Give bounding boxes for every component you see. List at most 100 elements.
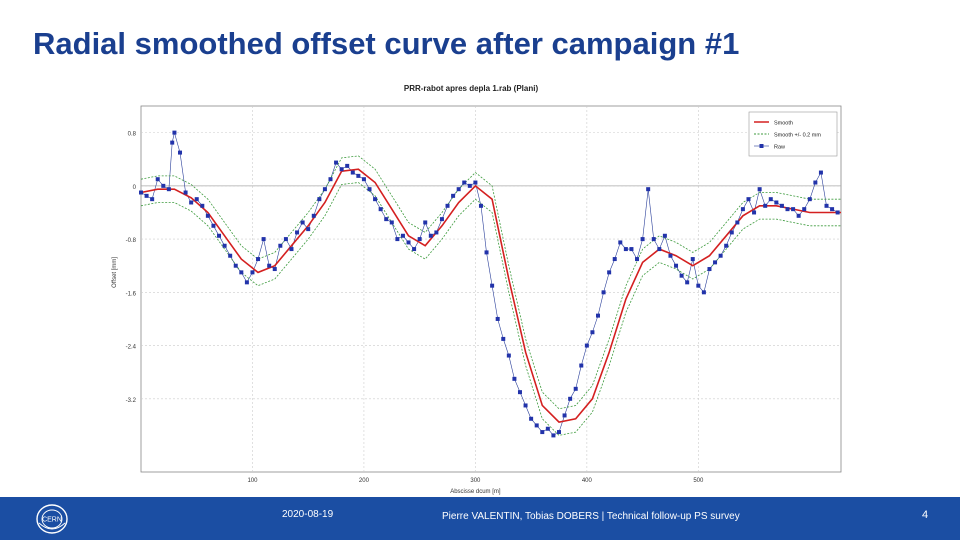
raw-point: [774, 200, 779, 205]
raw-point: [378, 207, 383, 212]
chart-title: PRR-rabot apres depla 1.rab (Plani): [404, 84, 539, 93]
raw-point: [701, 290, 706, 295]
raw-point: [473, 180, 478, 185]
raw-point: [300, 220, 305, 225]
band-upper-line: [140, 155, 841, 410]
raw-point: [584, 343, 589, 348]
raw-point: [707, 267, 712, 272]
raw-point: [735, 220, 740, 225]
raw-point: [434, 230, 439, 235]
raw-point: [334, 160, 339, 165]
raw-point: [439, 217, 444, 222]
raw-point: [763, 203, 768, 208]
raw-point: [568, 396, 573, 401]
raw-point: [662, 233, 667, 238]
raw-point: [350, 170, 355, 175]
raw-point: [529, 416, 534, 421]
x-axis-label: Abscisse dcum [m]: [450, 489, 501, 495]
raw-point: [183, 190, 188, 195]
raw-point: [590, 330, 595, 335]
footer-credits: Pierre VALENTIN, Tobias DOBERS | Technic…: [442, 511, 740, 522]
raw-point: [161, 183, 166, 188]
raw-point: [417, 237, 422, 242]
raw-point: [835, 210, 840, 215]
raw-point: [607, 270, 612, 275]
legend-label: Smooth +/- 0.2 mm: [774, 133, 821, 139]
raw-point: [462, 180, 467, 185]
cern-logo-icon: CERN: [36, 504, 68, 534]
raw-point: [339, 167, 344, 172]
footer-bar: CERN 2020-08-19 Pierre VALENTIN, Tobias …: [0, 497, 960, 540]
raw-point: [155, 177, 160, 182]
raw-point: [729, 230, 734, 235]
raw-point: [651, 237, 656, 242]
raw-point: [283, 237, 288, 242]
raw-point: [189, 200, 194, 205]
raw-point: [629, 247, 634, 252]
x-tick-label: 200: [359, 478, 370, 484]
raw-point: [456, 187, 461, 192]
raw-point: [328, 177, 333, 182]
raw-point: [178, 150, 183, 155]
raw-point: [830, 207, 835, 212]
raw-point: [506, 353, 511, 358]
raw-point: [406, 240, 411, 245]
raw-point: [640, 237, 645, 242]
raw-point: [222, 243, 227, 248]
raw-point: [317, 197, 322, 202]
raw-point: [523, 403, 528, 408]
y-tick-label: -2.4: [126, 345, 137, 351]
raw-point: [244, 280, 249, 285]
raw-point: [211, 223, 216, 228]
raw-point: [562, 413, 567, 418]
raw-point: [239, 270, 244, 275]
raw-point: [579, 363, 584, 368]
raw-point: [200, 203, 205, 208]
raw-point: [428, 233, 433, 238]
raw-point: [233, 263, 238, 268]
raw-point: [267, 263, 272, 268]
raw-point: [445, 203, 450, 208]
raw-point: [495, 316, 500, 321]
legend-swatch-raw: [759, 144, 764, 148]
raw-point: [451, 193, 456, 198]
raw-point: [250, 270, 255, 275]
raw-point: [150, 197, 155, 202]
legend-label: Raw: [774, 145, 785, 151]
raw-point: [356, 173, 361, 178]
raw-point: [813, 180, 818, 185]
x-tick-label: 400: [582, 478, 593, 484]
raw-point: [295, 230, 300, 235]
raw-point: [256, 257, 261, 262]
raw-point: [601, 290, 606, 295]
raw-point: [166, 187, 171, 192]
raw-point: [172, 130, 177, 135]
raw-point: [170, 140, 175, 145]
raw-point: [779, 203, 784, 208]
raw-point: [796, 213, 801, 218]
raw-point: [690, 257, 695, 262]
raw-point: [807, 197, 812, 202]
raw-point: [306, 227, 311, 232]
raw-point: [596, 313, 601, 318]
chart-svg: 0.8 0 -0.8 -1.6 -2.4 -3.2 100 200 300 400 500 PRR-r…: [112, 84, 842, 495]
slide-title: Radial smoothed offset curve after campa…: [33, 26, 740, 61]
raw-point: [818, 170, 823, 175]
raw-point: [484, 250, 489, 255]
raw-point: [573, 386, 578, 391]
raw-point: [373, 197, 378, 202]
raw-point: [668, 253, 673, 258]
y-tick-label: 0.8: [128, 132, 137, 138]
raw-point: [674, 263, 679, 268]
raw-point: [746, 197, 751, 202]
raw-point: [228, 253, 233, 258]
raw-point: [517, 390, 522, 395]
plot-area: [140, 105, 842, 473]
raw-point: [534, 423, 539, 428]
raw-point: [635, 257, 640, 262]
raw-point: [412, 247, 417, 252]
legend-box: [748, 111, 838, 157]
x-tick-label: 500: [693, 478, 704, 484]
raw-point: [261, 237, 266, 242]
raw-point: [389, 220, 394, 225]
